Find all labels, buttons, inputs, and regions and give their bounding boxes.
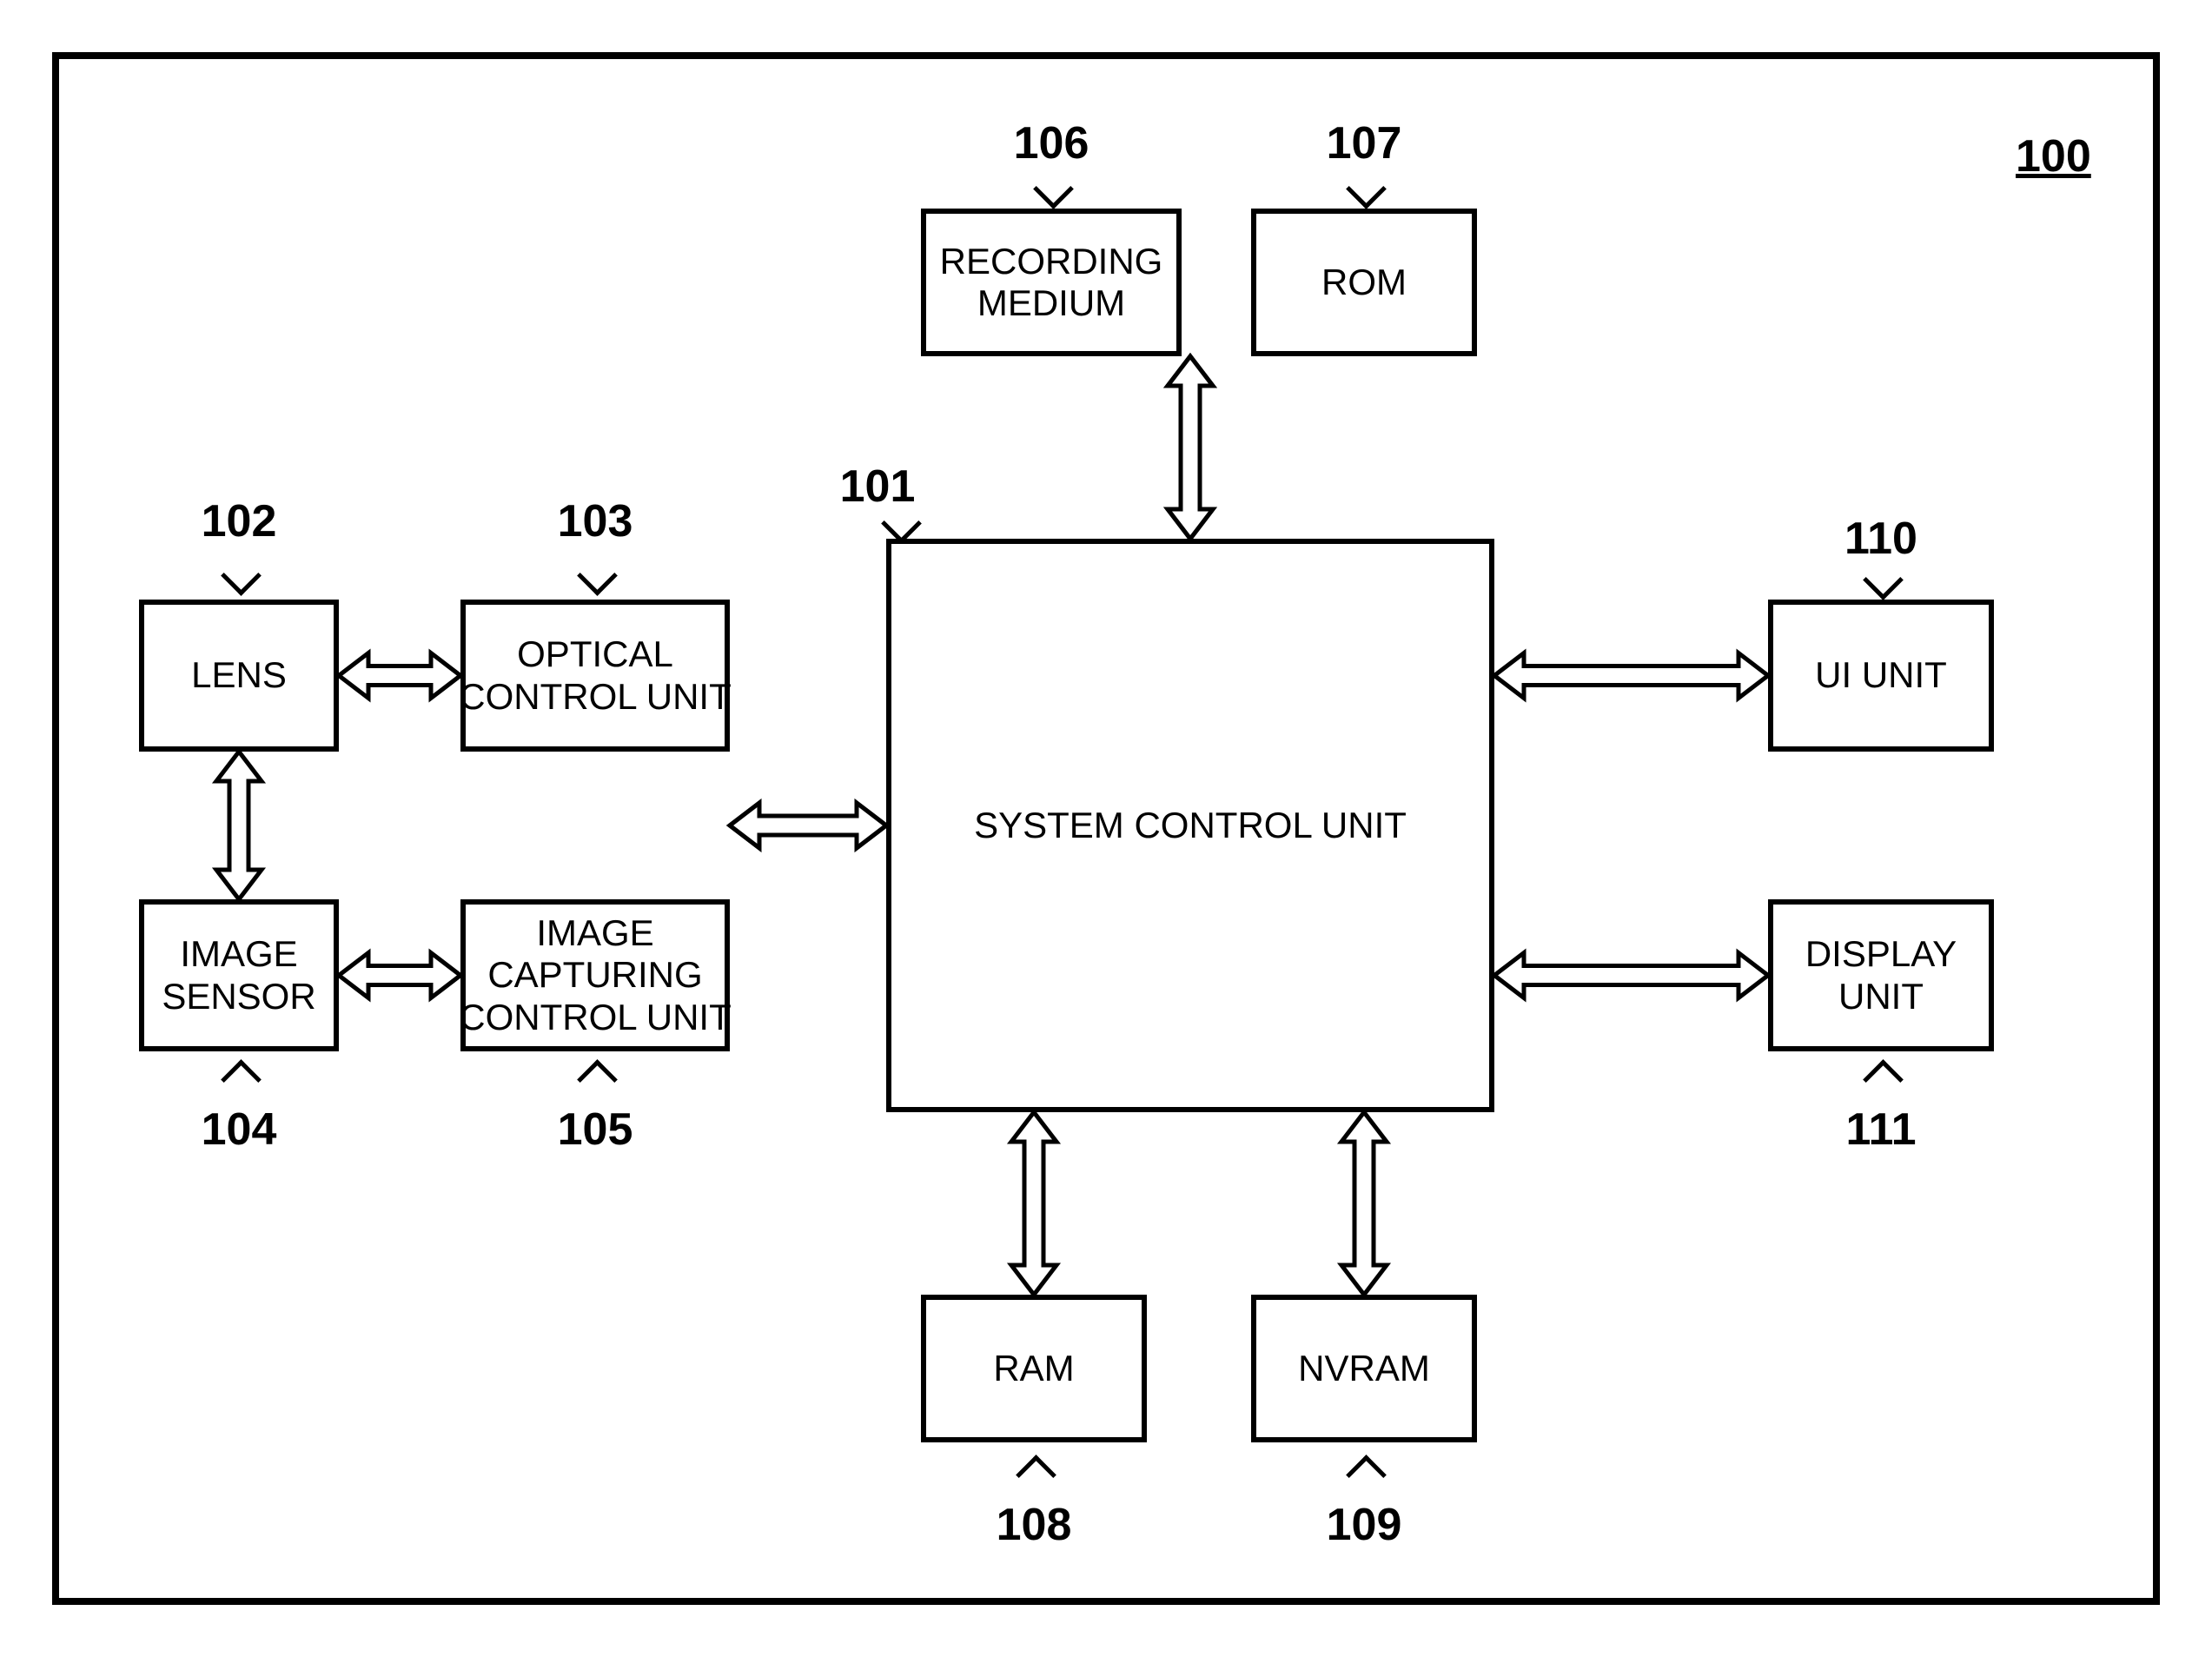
arrow-sys-disp: [0, 0, 2212, 1657]
diagram-stage: 100SYSTEM CONTROL UNITRECORDING MEDIUMRO…: [0, 0, 2212, 1657]
